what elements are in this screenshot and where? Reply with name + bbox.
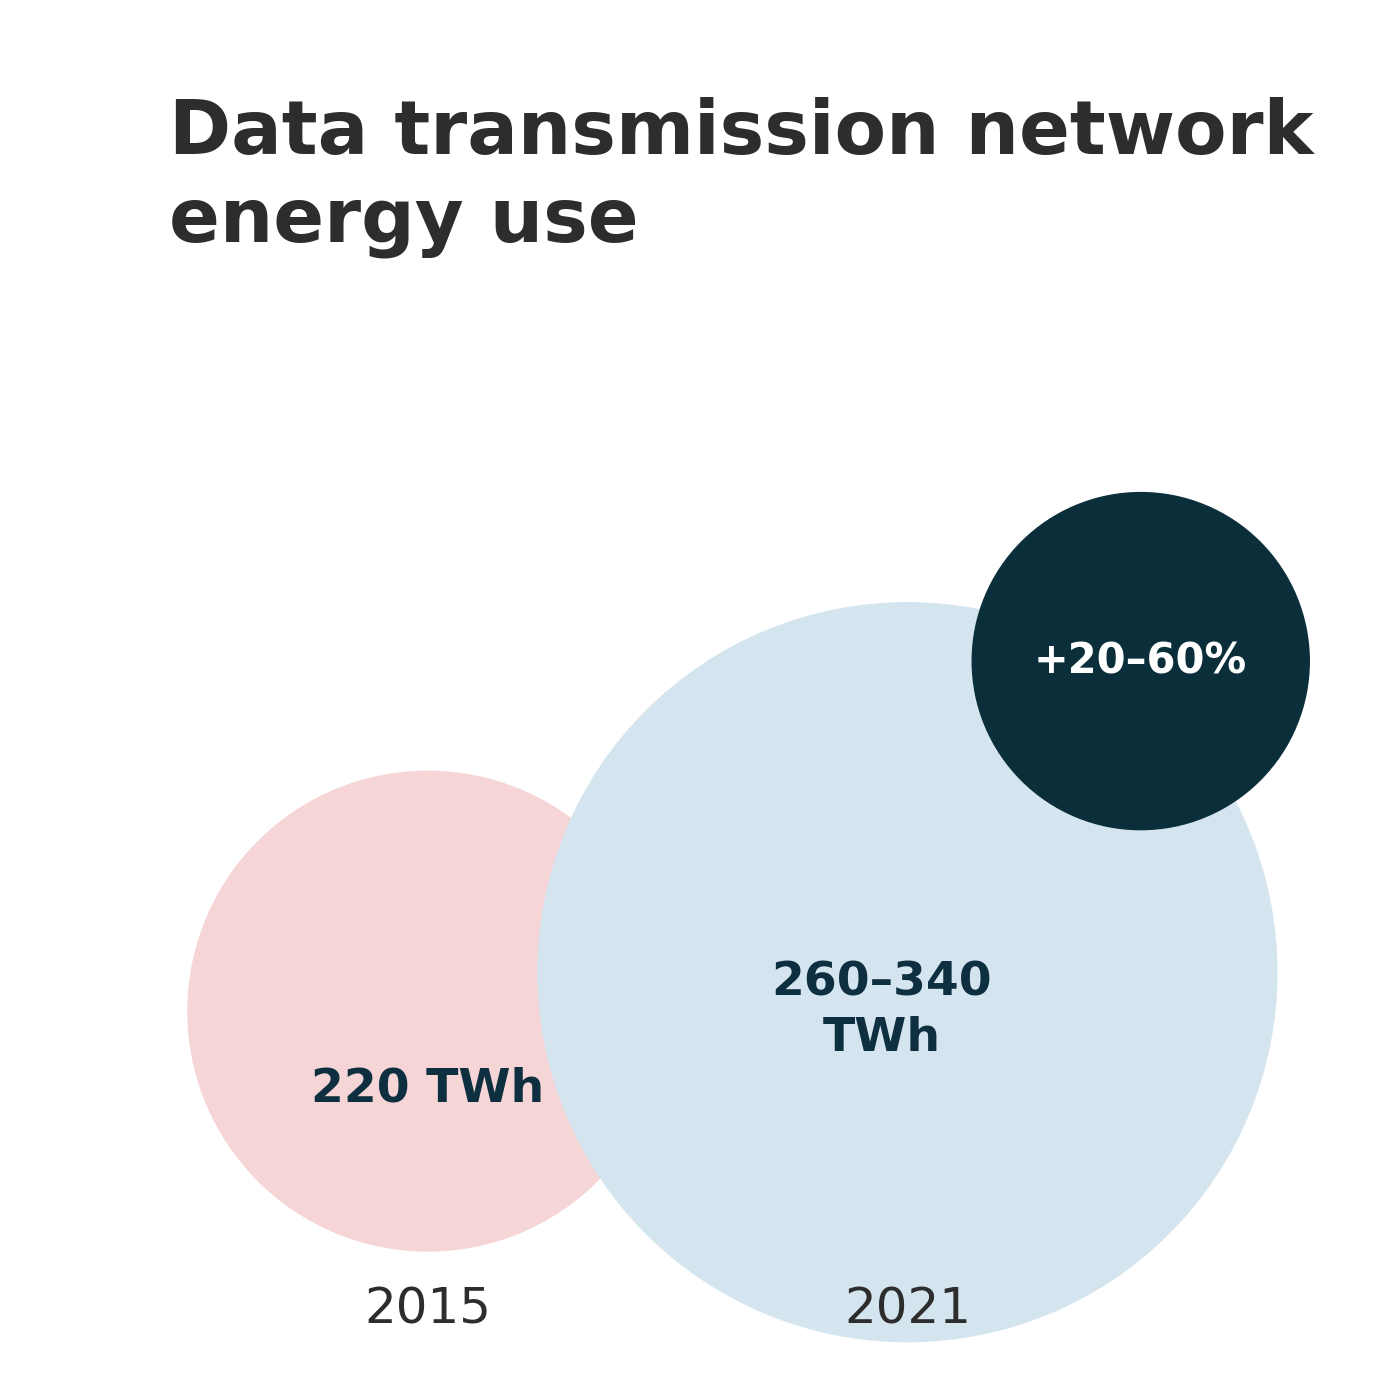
Text: 2021: 2021 — [844, 1285, 972, 1333]
Text: Data transmission network
energy use: Data transmission network energy use — [168, 97, 1313, 258]
Text: 260–340
TWh: 260–340 TWh — [771, 960, 991, 1061]
Circle shape — [972, 493, 1309, 830]
Circle shape — [188, 771, 668, 1252]
Text: 220 TWh: 220 TWh — [311, 1067, 545, 1112]
Text: 2015: 2015 — [364, 1285, 491, 1333]
Text: +20–60%: +20–60% — [1035, 640, 1247, 682]
Circle shape — [538, 603, 1277, 1341]
